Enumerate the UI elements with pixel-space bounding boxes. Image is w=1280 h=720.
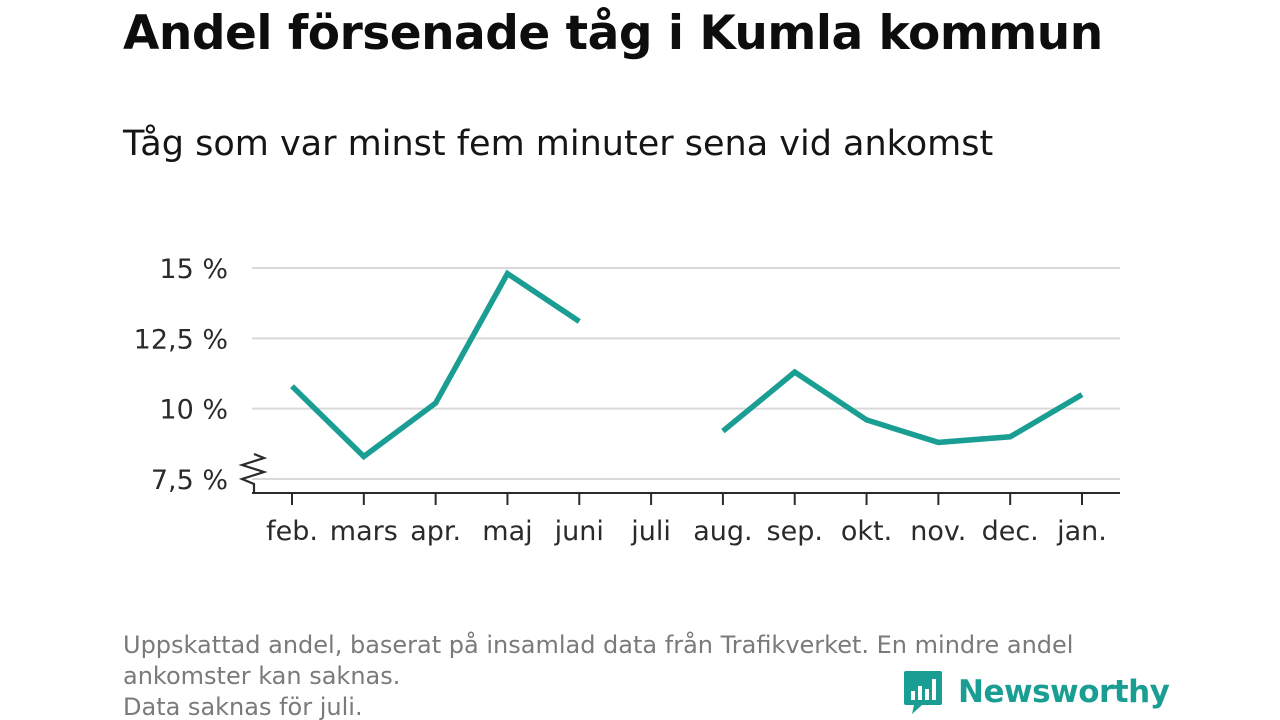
series-lines (290, 269, 1084, 461)
footnote-line-3: Data saknas för juli. (123, 693, 363, 720)
x-tick-label: sep. (767, 516, 823, 547)
x-tick-label: okt. (841, 516, 892, 547)
y-tick-labels: 7,5 % 10 % 12,5 % 15 % (134, 254, 228, 496)
x-tick-label: apr. (410, 516, 461, 547)
y-axis-break-icon (238, 452, 268, 493)
y-tick-label: 12,5 % (134, 324, 228, 355)
x-axis (238, 452, 1120, 494)
x-tick-label: juni (554, 516, 604, 547)
x-tick-labels: feb. mars apr. maj juni juli aug. sep. okt. nov. d… (266, 493, 1107, 547)
series-line-segment (721, 368, 1084, 446)
x-tick-label: aug. (693, 516, 752, 547)
y-gridlines (252, 267, 1120, 480)
y-tick-label: 10 % (159, 395, 228, 426)
y-tick-label: 7,5 % (151, 465, 228, 496)
brand-name: Newsworthy (958, 674, 1170, 710)
brand: Newsworthy (902, 668, 1170, 716)
footnote: Uppskattad andel, baserat på insamlad da… (123, 630, 1163, 720)
newsworthy-logo-icon (904, 671, 942, 714)
x-tick-label: maj (482, 516, 532, 547)
footnote-line-1: Uppskattad andel, baserat på insamlad da… (123, 631, 1074, 659)
footnote-line-2: ankomster kan saknas. (123, 662, 401, 690)
x-tick-label: juli (630, 516, 671, 547)
x-tick-label: feb. (266, 516, 318, 547)
x-tick-label: nov. (910, 516, 966, 547)
chart-title: Andel försenade tåg i Kumla kommun (123, 6, 1103, 61)
x-tick-label: mars (330, 516, 398, 547)
series-line-segment (290, 269, 581, 461)
x-tick-label: jan. (1056, 516, 1107, 547)
x-tick-label: dec. (982, 516, 1039, 547)
y-tick-label: 15 % (159, 254, 228, 285)
chart-subtitle: Tåg som var minst fem minuter sena vid a… (123, 124, 994, 164)
